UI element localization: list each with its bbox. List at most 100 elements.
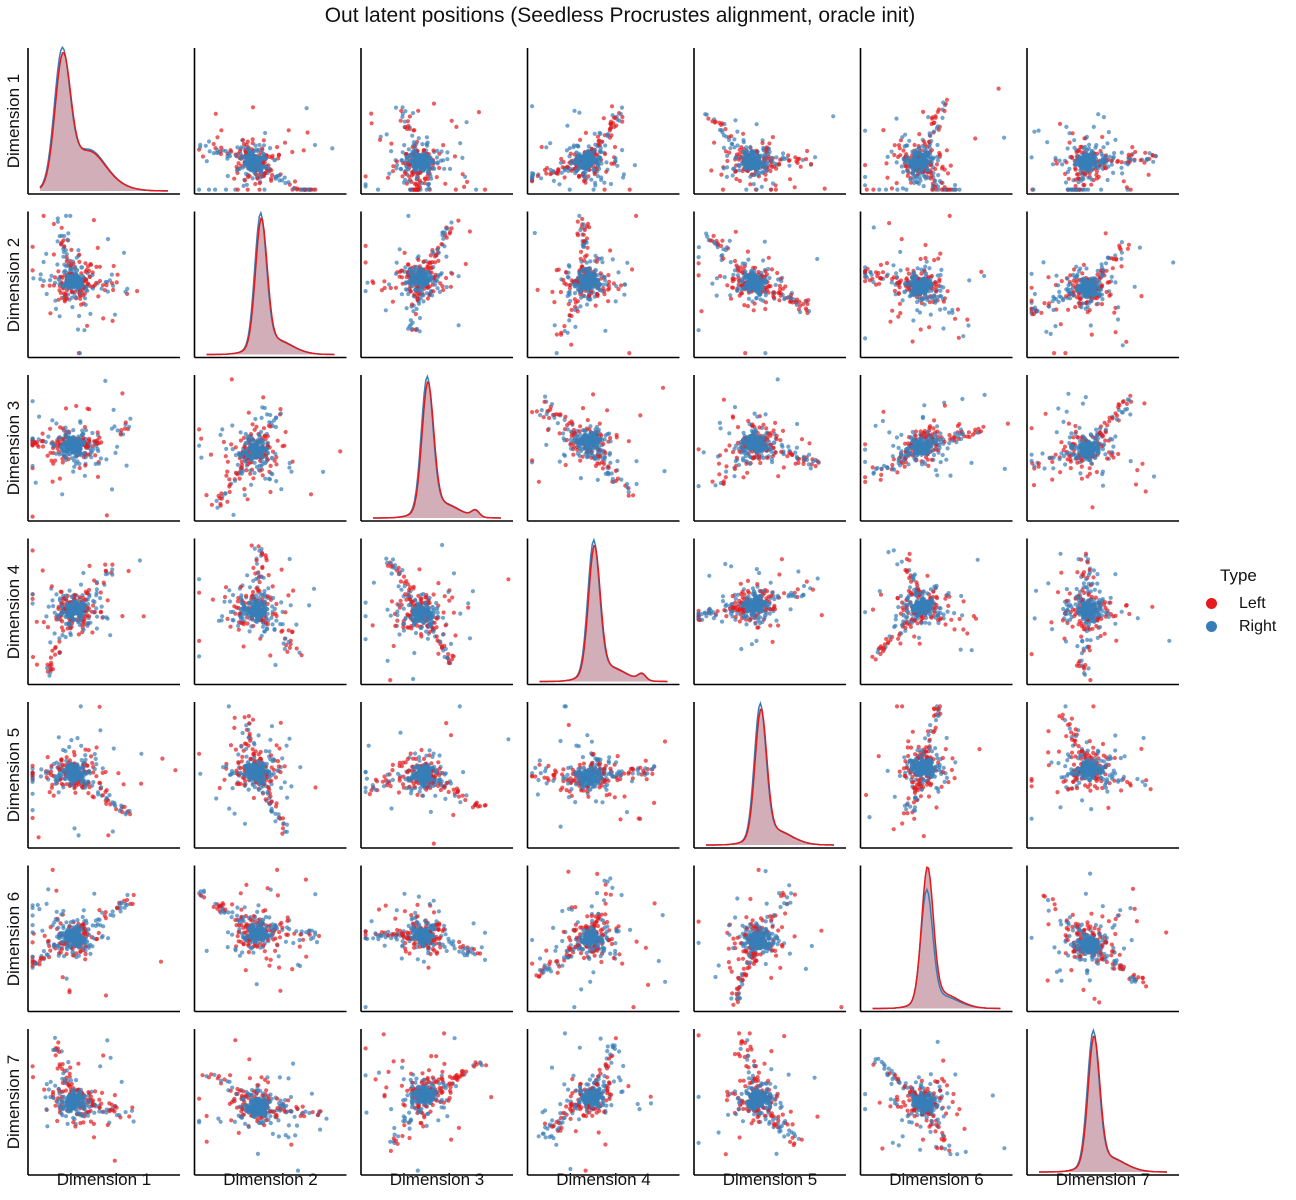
point-left: [606, 283, 611, 288]
point-left: [892, 152, 897, 158]
point-left: [290, 149, 295, 155]
point-right: [530, 173, 535, 178]
point-right: [863, 128, 868, 133]
point-right: [900, 298, 905, 303]
point-right: [735, 288, 740, 293]
point-right: [408, 187, 413, 192]
point-left: [260, 146, 265, 151]
point-right: [1109, 162, 1114, 167]
point-right: [399, 292, 404, 297]
point-right: [363, 184, 368, 189]
point-right: [115, 428, 120, 433]
point-left: [229, 377, 234, 382]
point-left: [426, 265, 431, 270]
point-right: [444, 226, 449, 231]
point-left: [1073, 166, 1078, 171]
point-left: [748, 182, 753, 187]
point-left: [923, 242, 928, 248]
point-right: [894, 116, 899, 121]
point-left: [237, 476, 242, 481]
point-left: [250, 422, 255, 427]
point-left: [1067, 140, 1072, 145]
point-left: [894, 181, 899, 186]
point-right: [268, 146, 273, 151]
point-right: [248, 468, 253, 473]
point-left: [74, 403, 79, 409]
point-left: [204, 493, 209, 498]
point-left: [95, 430, 100, 435]
point-left: [713, 119, 718, 124]
point-right: [112, 312, 118, 317]
point-left: [1076, 172, 1081, 177]
point-right: [901, 169, 906, 175]
point-right: [899, 164, 904, 169]
point-left: [738, 265, 743, 270]
point-left: [745, 304, 751, 309]
point-left: [768, 284, 773, 289]
point-right: [938, 288, 943, 293]
point-right: [1053, 324, 1058, 329]
point-right: [780, 155, 786, 160]
point-right: [227, 151, 232, 156]
point-right: [922, 174, 927, 179]
point-left: [867, 278, 873, 283]
point-left: [881, 128, 886, 133]
point-right: [414, 326, 419, 331]
point-left: [40, 283, 45, 288]
point-left: [595, 134, 601, 139]
point-left: [52, 275, 58, 280]
point-right: [929, 138, 934, 144]
point-right: [741, 138, 746, 143]
point-left: [567, 283, 572, 288]
point-right: [961, 334, 966, 339]
point-right: [365, 280, 370, 285]
point-right: [581, 280, 587, 286]
point-left: [921, 109, 926, 114]
point-left: [261, 395, 266, 400]
point-right: [109, 272, 114, 277]
point-left: [575, 309, 580, 314]
point-left: [301, 148, 306, 153]
point-left: [1139, 294, 1144, 299]
point-left: [251, 476, 256, 481]
point-right: [414, 174, 419, 179]
point-right: [1075, 187, 1081, 192]
point-right: [72, 464, 77, 469]
point-right: [420, 155, 425, 161]
point-right: [924, 259, 929, 264]
point-left: [240, 137, 245, 143]
point-right: [1093, 290, 1098, 296]
point-right: [111, 407, 116, 412]
point-right: [403, 109, 408, 114]
point-right: [603, 328, 608, 333]
point-right: [269, 420, 274, 425]
point-left: [390, 169, 396, 174]
point-right: [249, 482, 254, 487]
point-left: [118, 432, 123, 437]
point-right: [773, 161, 778, 166]
point-left: [437, 165, 442, 171]
point-right: [932, 293, 937, 298]
point-left: [63, 291, 68, 296]
point-left: [30, 268, 35, 273]
point-right: [203, 143, 208, 148]
point-left: [896, 291, 902, 296]
point-right: [1119, 240, 1124, 245]
point-left: [933, 166, 938, 172]
point-left: [225, 499, 230, 504]
point-right: [206, 139, 212, 144]
point-right: [38, 272, 43, 277]
point-left: [770, 135, 776, 140]
point-right: [253, 447, 259, 452]
point-left: [806, 298, 811, 303]
point-left: [280, 444, 285, 449]
point-right: [255, 155, 260, 161]
point-right: [439, 149, 444, 154]
point-left: [40, 431, 45, 436]
point-right: [921, 184, 926, 189]
point-right: [412, 149, 417, 154]
point-left: [734, 176, 739, 182]
point-right: [85, 288, 90, 293]
point-left: [1077, 147, 1082, 153]
point-left: [476, 110, 481, 115]
